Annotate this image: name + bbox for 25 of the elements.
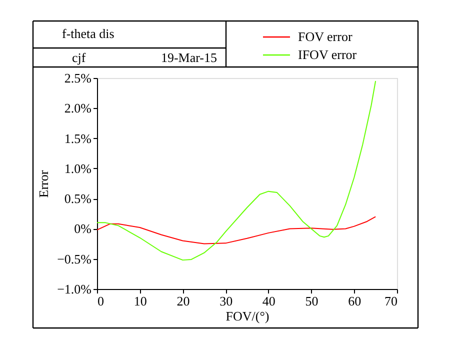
y-tick-label: −1.0% — [57, 282, 92, 296]
y-tick-label: 1.5% — [64, 130, 92, 146]
text: 19-Mar-15 — [160, 50, 217, 65]
y-tick-label: 0.5% — [64, 191, 92, 206]
text: cjf — [72, 50, 86, 65]
x-tick-label: 0 — [98, 294, 104, 308]
y-axis-title: Error — [36, 170, 52, 198]
line-series — [97, 80, 376, 261]
legend-label: IFOV error — [298, 47, 358, 62]
x-tick-label: 50 — [305, 294, 318, 308]
line-series — [97, 216, 376, 244]
x-tick-label: 70 — [384, 294, 398, 308]
y-tick-label: 2.5% — [64, 70, 92, 86]
x-tick-label: 60 — [348, 294, 362, 308]
x-tick-label: 30 — [220, 294, 233, 308]
x-tick-label: 40 — [262, 294, 276, 308]
x-tick-label: 10 — [134, 294, 147, 308]
x-tick-label: 20 — [176, 294, 190, 308]
x-axis-title: FOV/(°) — [226, 308, 270, 324]
y-tick-label: −0.5% — [57, 251, 92, 266]
legend-label: FOV error — [298, 29, 353, 44]
y-tick-label: 0% — [74, 221, 92, 236]
chart-title: f-theta dis — [62, 26, 114, 41]
y-tick-label: 2.0% — [64, 100, 92, 116]
y-tick-label: 1.0% — [64, 160, 92, 176]
